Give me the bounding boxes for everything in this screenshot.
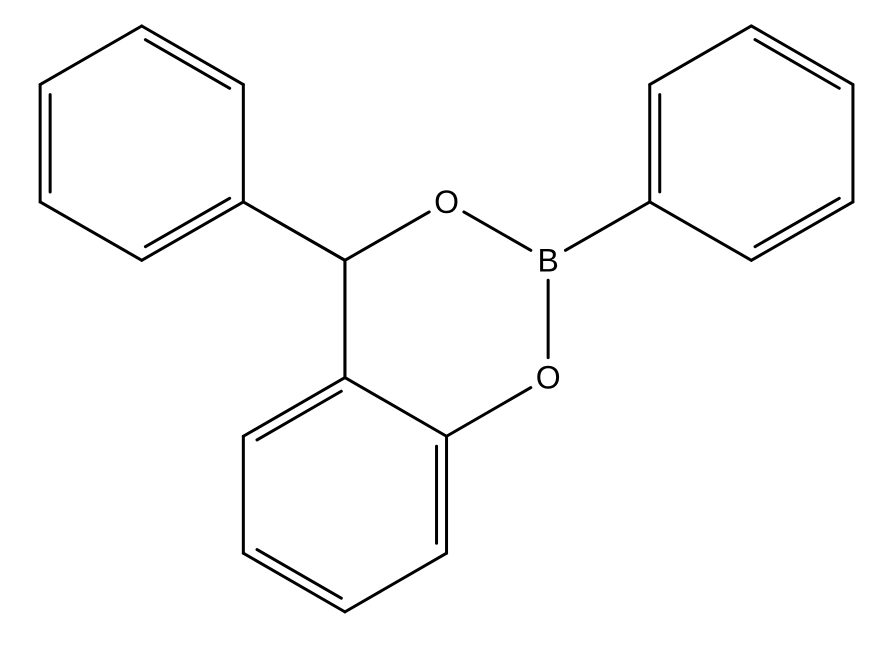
atom-label-o: O [536,360,561,396]
atom-label-o: O [434,184,459,220]
chemical-structure-diagram: OOBO [0,0,887,646]
atom-label-b: B [537,242,558,278]
